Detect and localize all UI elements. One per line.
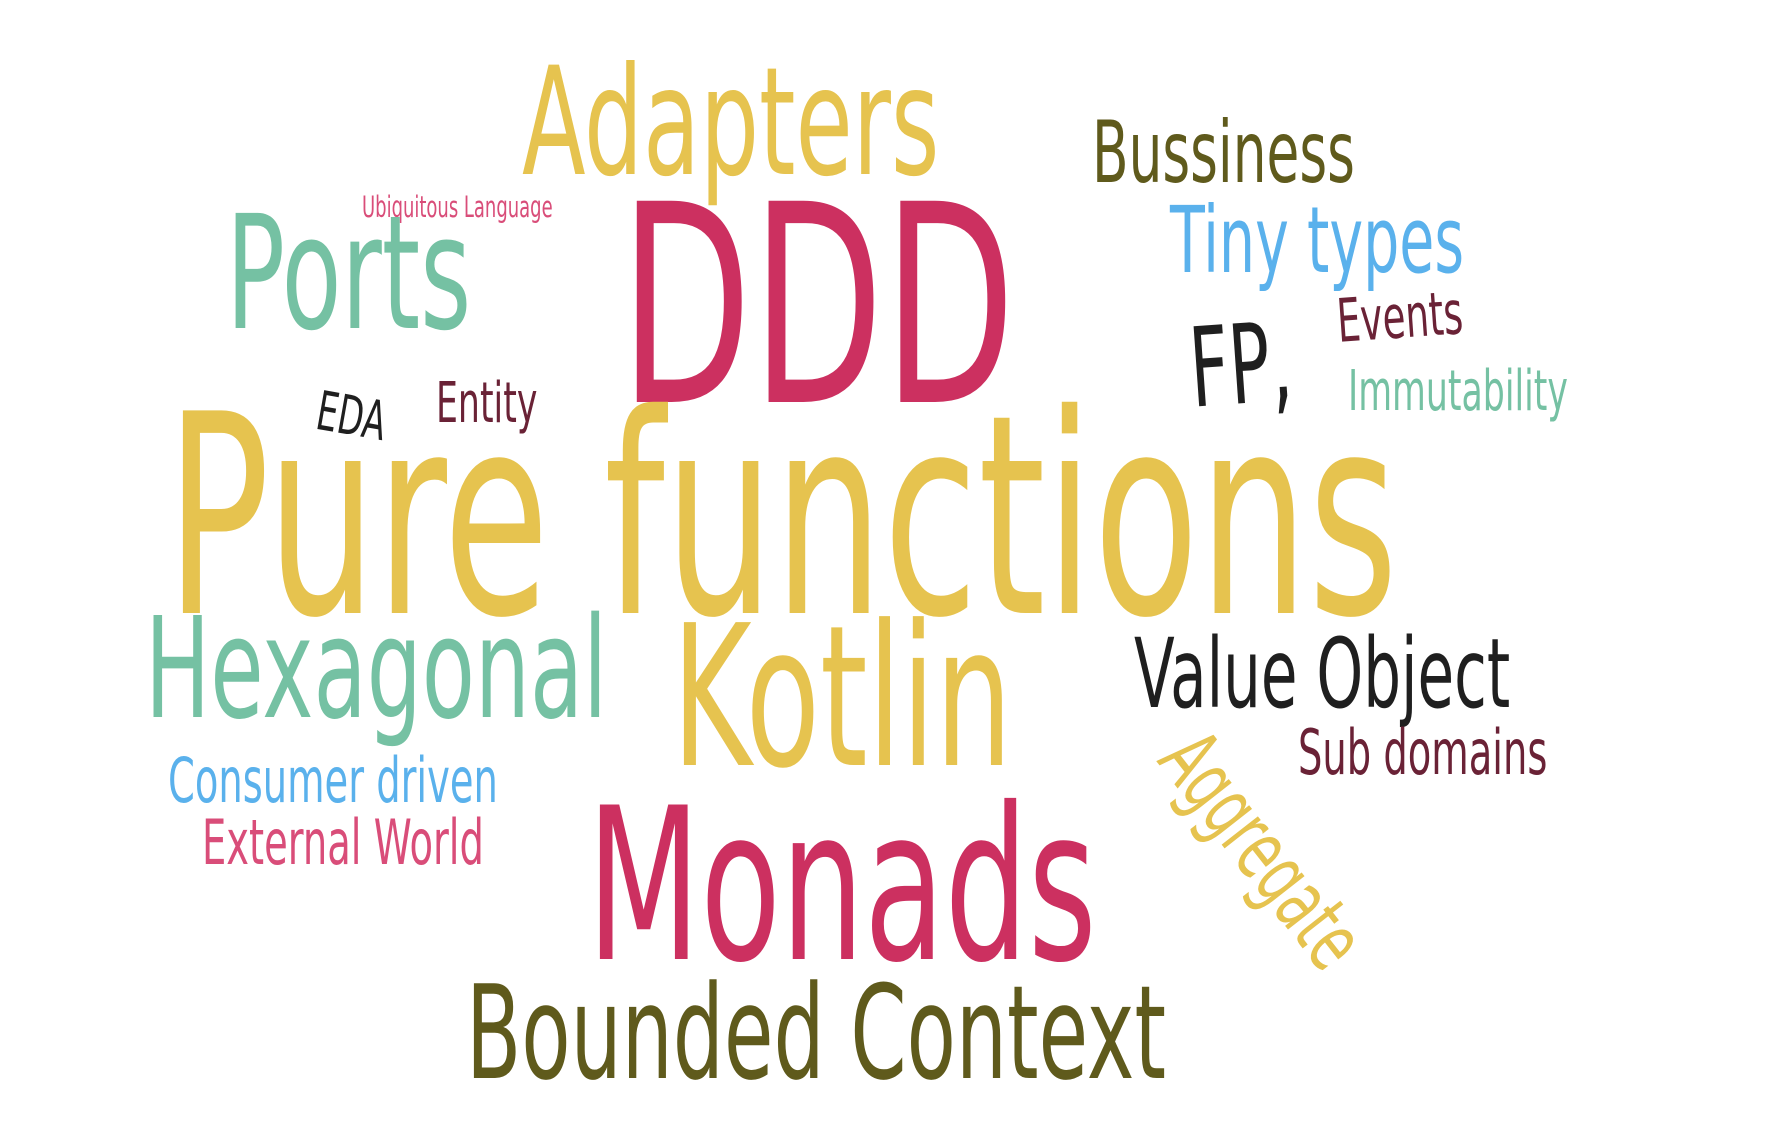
word-tiny-types: Tiny types xyxy=(1170,187,1465,294)
word-pure-functions: Pure functions xyxy=(166,355,1398,679)
word-adapters: Adapters xyxy=(522,36,940,210)
word-consumer-driven: Consumer driven xyxy=(168,744,498,817)
word-ubiquitous-language: Ubiquitous Language xyxy=(362,190,553,224)
word-sub-domains: Sub domains xyxy=(1298,716,1548,789)
word-monads: Monads xyxy=(587,762,1097,1009)
word-ports: Ports xyxy=(226,182,472,366)
word-ddd: DDD xyxy=(620,147,1016,468)
word-value-object: Value Object xyxy=(1134,618,1511,730)
word-hexagonal: Hexagonal xyxy=(145,588,608,751)
word-external-world: External World xyxy=(202,806,484,879)
word-bounded-context: Bounded Context xyxy=(466,957,1167,1109)
word-kotlin: Kotlin xyxy=(672,584,1013,812)
word-immutability: Immutability xyxy=(1348,359,1568,424)
word-entity: Entity xyxy=(436,371,538,436)
word-bussiness: Bussiness xyxy=(1092,103,1355,203)
word-events: Events xyxy=(1334,278,1466,357)
